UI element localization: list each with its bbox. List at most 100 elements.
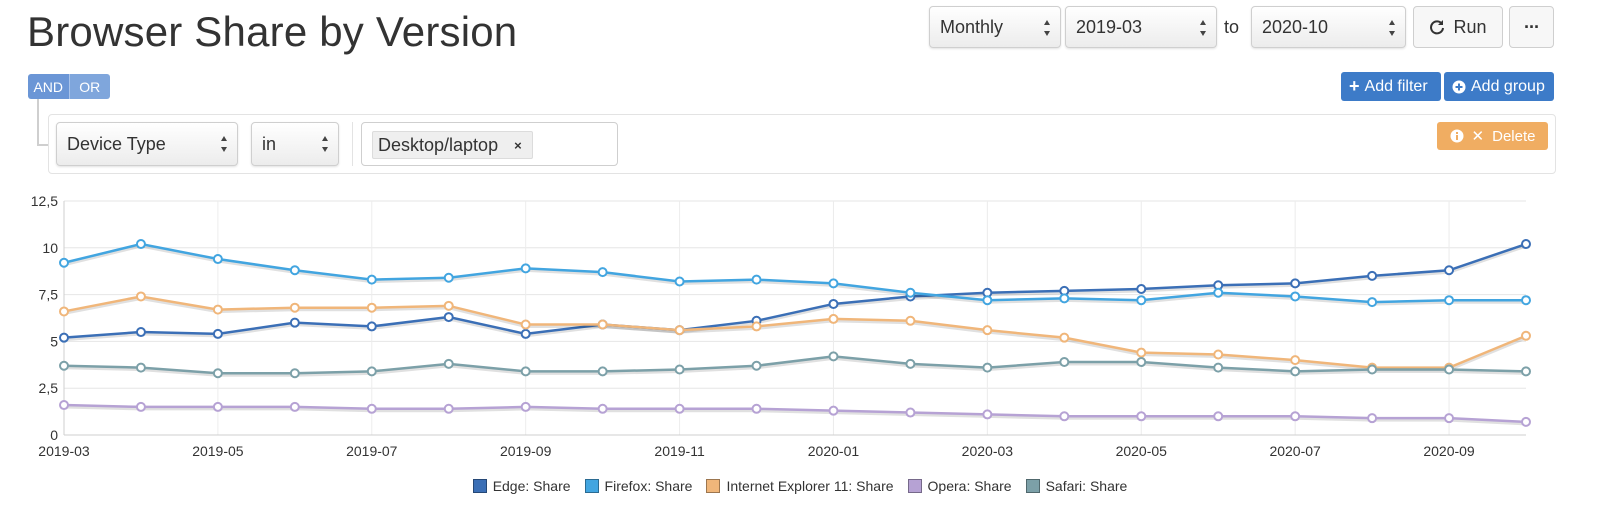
data-point	[135, 239, 146, 250]
data-point	[905, 287, 916, 298]
data-point	[1059, 411, 1070, 422]
y-tick-label: 12,5	[31, 193, 58, 209]
data-point	[443, 358, 454, 369]
series-line-shadow	[63, 405, 1527, 426]
series-line	[63, 403, 1527, 424]
data-point	[212, 328, 223, 339]
data-point	[59, 360, 69, 371]
to-date-select[interactable]: 2020-10	[1251, 6, 1406, 48]
data-point	[520, 319, 531, 330]
legend-label: Firefox: Share	[604, 478, 693, 494]
filter-value-input[interactable]: Desktop/laptop ×	[361, 122, 618, 166]
data-point	[443, 300, 454, 311]
run-button[interactable]: Run	[1413, 6, 1503, 48]
series-line	[63, 295, 1527, 369]
data-point	[59, 257, 69, 268]
data-point	[597, 403, 608, 414]
granularity-select[interactable]: Monthly	[929, 6, 1061, 48]
more-icon: ···	[1524, 16, 1540, 37]
add-group-label: Add group	[1471, 77, 1545, 95]
data-point	[443, 272, 454, 283]
data-point	[366, 321, 377, 332]
and-or-toggle[interactable]: AND OR	[28, 74, 110, 99]
data-point	[597, 319, 608, 330]
from-date-value: 2019-03	[1076, 16, 1143, 37]
data-point	[597, 267, 608, 278]
series-line	[63, 242, 1526, 304]
data-point	[1521, 295, 1531, 306]
legend-item[interactable]: Edge: Share	[472, 476, 571, 496]
from-date-select[interactable]: 2019-03	[1065, 6, 1217, 48]
select-arrows-icon	[221, 136, 227, 152]
add-group-button[interactable]: Add group	[1444, 72, 1554, 101]
browser-share-chart: 0 2,5 5 7,5 10 12,5 2019-03 2019-05 2019-07 2019-…	[31, 193, 1531, 459]
x-tick-label: 2019-03	[38, 443, 90, 459]
data-point	[289, 302, 300, 313]
legend-swatch	[472, 479, 487, 493]
to-date-value: 2020-10	[1262, 16, 1329, 37]
plus-circle-icon	[1452, 80, 1466, 93]
data-point	[751, 360, 762, 371]
granularity-value: Monthly	[940, 16, 1004, 37]
data-point	[289, 265, 300, 276]
x-tick-label: 2019-07	[346, 443, 398, 459]
data-point	[1444, 364, 1455, 375]
data-point	[1213, 287, 1224, 298]
data-point	[59, 306, 69, 317]
data-point	[1367, 413, 1378, 424]
data-point	[289, 368, 300, 379]
legend-item[interactable]: Safari: Share	[1025, 476, 1127, 496]
delete-rule-button[interactable]: ✕ Delete	[1437, 122, 1548, 150]
data-point	[135, 401, 146, 412]
data-point	[1213, 349, 1224, 360]
legend-swatch	[706, 479, 721, 493]
x-tick-label: 2020-09	[1423, 443, 1475, 459]
data-point	[520, 401, 531, 412]
filter-value-tag: Desktop/laptop ×	[372, 131, 533, 159]
x-tick-label: 2019-05	[192, 443, 244, 459]
data-point	[212, 304, 223, 315]
add-filter-button[interactable]: + Add filter	[1341, 72, 1441, 101]
data-point	[212, 368, 223, 379]
data-point	[366, 403, 377, 414]
page-title: Browser Share by Version	[27, 8, 518, 55]
data-point	[1290, 278, 1301, 289]
data-point	[1290, 355, 1301, 366]
legend-item[interactable]: Internet Explorer 11: Share	[706, 476, 894, 496]
data-point	[1521, 330, 1531, 341]
filter-field-select[interactable]: Device Type	[56, 122, 238, 166]
data-point	[674, 364, 685, 375]
y-tick-label: 5	[50, 333, 58, 349]
legend-item[interactable]: Firefox: Share	[584, 476, 693, 496]
x-tick-label: 2020-07	[1269, 443, 1321, 459]
legend-item[interactable]: Opera: Share	[907, 476, 1012, 496]
data-point	[135, 291, 146, 302]
x-tick-label: 2020-03	[962, 443, 1014, 459]
data-point	[135, 327, 146, 338]
legend-swatch	[907, 479, 922, 493]
data-point	[982, 295, 993, 306]
data-point	[1059, 293, 1070, 304]
or-button[interactable]: OR	[69, 74, 110, 99]
data-point	[674, 325, 685, 336]
data-point	[828, 313, 839, 324]
data-point	[520, 328, 531, 339]
data-point	[982, 409, 993, 420]
remove-tag-icon[interactable]: ×	[514, 137, 522, 153]
data-point	[135, 362, 146, 373]
data-point	[905, 407, 916, 418]
series-line	[63, 355, 1527, 375]
x-tick-label: 2019-09	[500, 443, 552, 459]
data-point	[366, 366, 377, 377]
series-line-shadow	[63, 244, 1526, 306]
more-options-button[interactable]: ···	[1509, 6, 1554, 48]
and-button[interactable]: AND	[28, 74, 70, 99]
data-point	[443, 403, 454, 414]
y-tick-label: 10	[42, 240, 58, 256]
filter-operator-value: in	[262, 133, 277, 154]
rule-connector	[37, 99, 53, 146]
filter-operator-select[interactable]: in	[251, 122, 339, 166]
data-point	[674, 403, 685, 414]
data-point	[982, 362, 993, 373]
data-point	[1521, 366, 1531, 377]
